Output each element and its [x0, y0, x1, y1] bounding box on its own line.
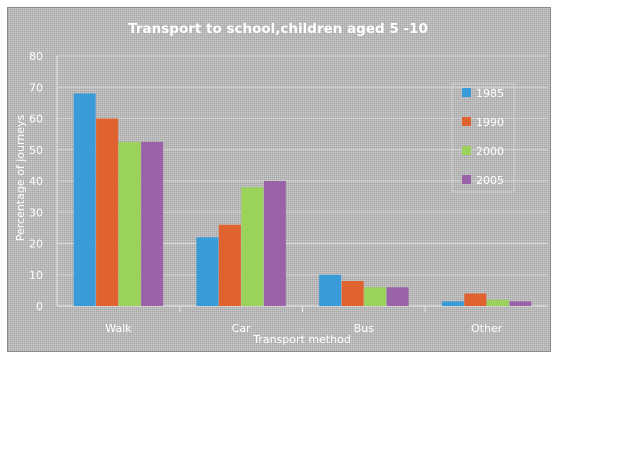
y-tick-label: 30: [29, 206, 43, 219]
bar-car-2005: [263, 181, 286, 306]
x-axis-categories: Walk Car Bus Other: [105, 306, 503, 335]
y-tick-label: 50: [29, 144, 43, 157]
bars: [73, 93, 532, 306]
y-tick-label: 0: [36, 300, 43, 313]
bar-walk-1990: [96, 118, 119, 306]
legend-swatch-1985: [462, 88, 471, 97]
x-category-label: Car: [232, 322, 251, 335]
legend: 1985 1990 2000 2005: [451, 83, 515, 193]
bar-other-1985: [441, 301, 464, 306]
legend-swatch-1990: [462, 117, 471, 126]
legend-label-1990: 1990: [476, 116, 504, 129]
bar-car-2000: [241, 187, 264, 306]
y-tick-label: 40: [29, 175, 43, 188]
legend-label-2000: 2000: [476, 145, 504, 158]
bar-bus-2000: [364, 287, 387, 306]
y-tick-label: 60: [29, 113, 43, 126]
y-tick-label: 80: [29, 50, 43, 63]
x-category-label: Other: [471, 322, 503, 335]
bar-walk-2000: [118, 141, 141, 306]
bar-other-2005: [509, 301, 532, 306]
y-tick-label: 70: [29, 81, 43, 94]
y-tick-label: 10: [29, 269, 43, 282]
x-axis-title: Transport method: [252, 333, 351, 346]
bar-bus-1990: [341, 281, 364, 306]
legend-swatch-2000: [462, 146, 471, 155]
x-category-label: Bus: [354, 322, 375, 335]
legend-label-2005: 2005: [476, 174, 504, 187]
x-category-label: Walk: [105, 322, 132, 335]
y-axis-title: Percentage of journeys: [14, 114, 27, 241]
y-axis-ticks: 0 10 20 30 40 50 60 70 80: [29, 50, 43, 313]
bar-walk-1985: [73, 93, 96, 306]
bar-other-2000: [486, 299, 509, 306]
legend-label-1985: 1985: [476, 87, 504, 100]
legend-box: [451, 83, 515, 193]
chart-title: Transport to school,children aged 5 -10: [128, 21, 428, 37]
bar-car-1990: [218, 224, 241, 306]
legend-swatch-2005: [462, 175, 471, 184]
bar-bus-2005: [386, 287, 409, 306]
bar-other-1990: [464, 293, 487, 306]
bar-walk-2005: [141, 141, 164, 306]
bar-bus-1985: [319, 274, 342, 306]
y-tick-label: 20: [29, 238, 43, 251]
bar-car-1985: [196, 237, 219, 306]
